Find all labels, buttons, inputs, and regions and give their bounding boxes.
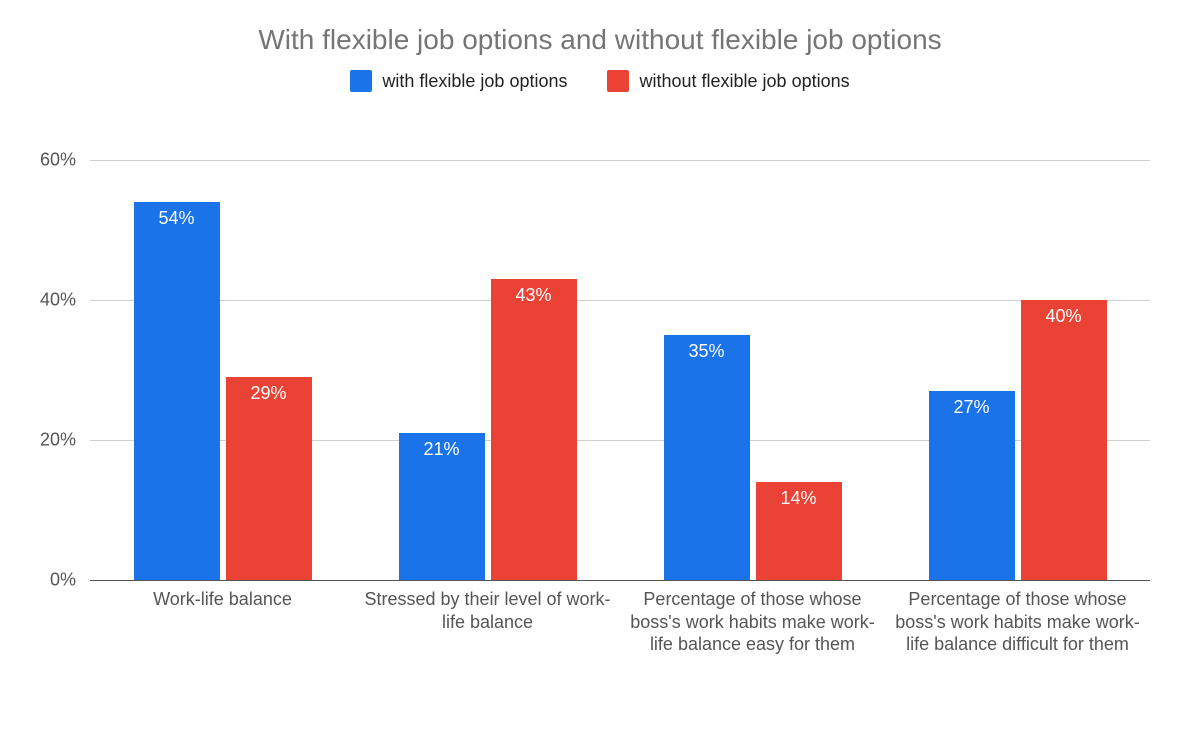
plot-area: 0%20%40%60% 54%29%21%43%35%14%27%40%: [90, 160, 1150, 580]
legend-item-series-1: with flexible job options: [350, 70, 567, 92]
chart-title: With flexible job options and without fl…: [0, 0, 1200, 56]
legend-label-2: without flexible job options: [639, 71, 849, 92]
bar-series-2: 14%: [756, 482, 842, 580]
bar-series-1: 21%: [399, 433, 485, 580]
bar-series-1: 35%: [664, 335, 750, 580]
bars-layer: 54% 29% 21% 43% 35% 14% 27% 40%: [90, 160, 1150, 580]
bar-series-1: 54%: [134, 202, 220, 580]
x-tick-label: Percentage of those whose boss's work ha…: [620, 588, 885, 656]
y-tick-label: 0%: [50, 570, 76, 591]
bar-value-label: 29%: [250, 383, 286, 404]
chart-container: With flexible job options and without fl…: [0, 0, 1200, 742]
legend-swatch-2: [607, 70, 629, 92]
legend: with flexible job options without flexib…: [0, 70, 1200, 92]
bar-value-label: 14%: [780, 488, 816, 509]
y-tick-label: 40%: [40, 290, 76, 311]
x-tick-label: Percentage of those whose boss's work ha…: [885, 588, 1150, 656]
x-axis-labels: Work-life balanceStressed by their level…: [90, 588, 1150, 728]
bar-series-1: 27%: [929, 391, 1015, 580]
bar-value-label: 21%: [423, 439, 459, 460]
bar-series-2: 43%: [491, 279, 577, 580]
legend-label-1: with flexible job options: [382, 71, 567, 92]
bar-value-label: 27%: [953, 397, 989, 418]
bar-value-label: 40%: [1045, 306, 1081, 327]
x-tick-label: Stressed by their level of work-life bal…: [355, 588, 620, 633]
y-tick-label: 60%: [40, 150, 76, 171]
bar-series-2: 40%: [1021, 300, 1107, 580]
x-tick-label: Work-life balance: [90, 588, 355, 611]
legend-swatch-1: [350, 70, 372, 92]
gridline: [90, 580, 1150, 581]
bar-value-label: 43%: [515, 285, 551, 306]
y-tick-label: 20%: [40, 430, 76, 451]
legend-item-series-2: without flexible job options: [607, 70, 849, 92]
bar-series-2: 29%: [226, 377, 312, 580]
bar-value-label: 54%: [158, 208, 194, 229]
bar-value-label: 35%: [688, 341, 724, 362]
